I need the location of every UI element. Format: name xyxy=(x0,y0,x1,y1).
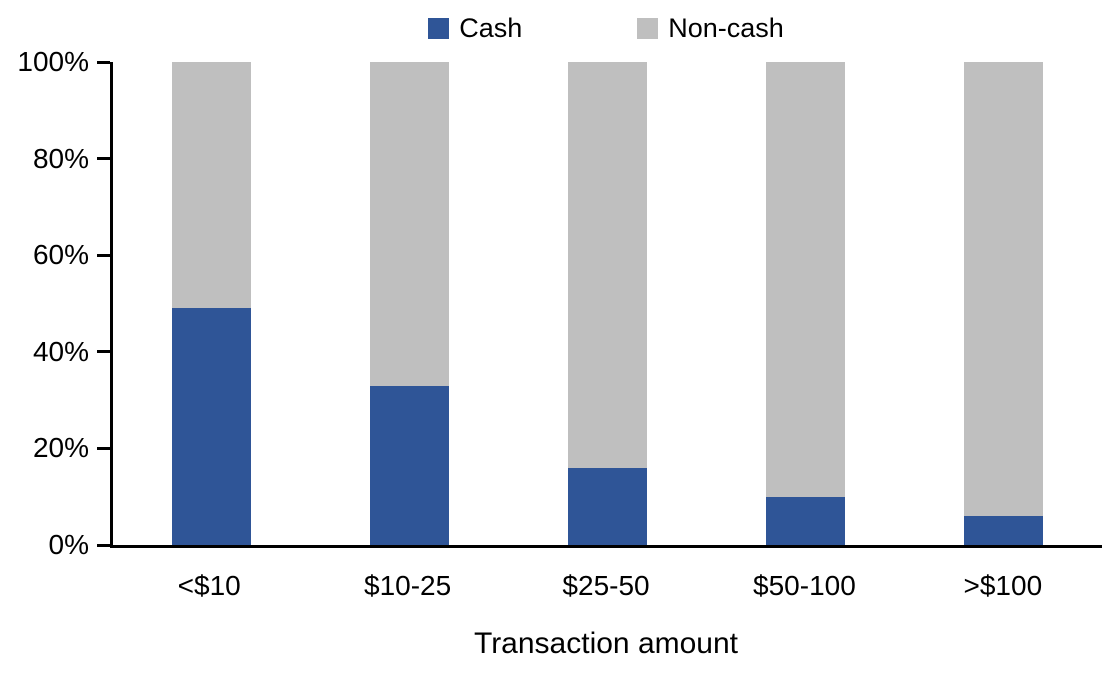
noncash-segment xyxy=(370,62,450,386)
y-tick-mark xyxy=(97,60,110,64)
noncash-segment xyxy=(172,62,252,309)
noncash-segment xyxy=(765,62,845,497)
y-tick-mark xyxy=(97,446,110,450)
y-tick-label: 60% xyxy=(32,239,89,271)
legend-item-cash: Cash xyxy=(428,12,522,44)
chart-legend: Cash Non-cash xyxy=(110,12,1102,44)
y-tick-mark xyxy=(97,253,110,257)
plot-area: 0% 20% 40% 60% 80% 100% xyxy=(17,46,1102,560)
y-tick-mark xyxy=(97,543,110,547)
cash-legend-swatch-icon xyxy=(428,17,450,39)
x-category-label: <$10 xyxy=(177,570,241,601)
bar-slot xyxy=(904,62,1102,545)
noncash-segment xyxy=(963,62,1043,517)
x-category-label: $10-25 xyxy=(364,570,452,601)
cash-segment xyxy=(370,385,450,545)
bar-slot xyxy=(311,62,509,545)
stacked-bar-3 xyxy=(567,62,647,545)
stacked-bar-4 xyxy=(765,62,845,545)
cash-segment xyxy=(172,308,252,545)
x-axis-labels: <$10 $10-25 $25-50 $50-100 >$100 xyxy=(110,570,1102,602)
y-tick-label: 80% xyxy=(32,142,89,174)
cash-segment xyxy=(567,467,647,545)
cash-legend-label: Cash xyxy=(459,13,523,43)
bar-slot xyxy=(509,62,707,545)
y-tick-label: 40% xyxy=(32,335,89,367)
y-tick-mark xyxy=(97,157,110,161)
cash-segment xyxy=(765,496,845,545)
noncash-segment xyxy=(567,62,647,468)
noncash-legend-label: Non-cash xyxy=(668,13,784,43)
y-tick-label: 0% xyxy=(48,529,89,560)
stacked-bar-2 xyxy=(370,62,450,545)
cash-segment xyxy=(963,516,1043,545)
x-category-label: >$100 xyxy=(963,570,1043,601)
bar-slot xyxy=(706,62,904,545)
stacked-bar-5 xyxy=(963,62,1043,545)
x-category-label: $50-100 xyxy=(753,570,856,601)
noncash-legend-swatch-icon xyxy=(637,17,659,39)
stacked-bar-1 xyxy=(172,62,252,545)
legend-item-noncash: Non-cash xyxy=(637,12,784,44)
y-tick-label: 20% xyxy=(32,432,89,464)
x-axis-title: Transaction amount xyxy=(473,627,739,660)
bar-slot xyxy=(113,62,311,545)
y-tick-mark xyxy=(97,350,110,354)
y-tick-label: 100% xyxy=(17,46,89,77)
x-category-label: $25-50 xyxy=(562,570,650,601)
bars-container xyxy=(113,62,1102,545)
